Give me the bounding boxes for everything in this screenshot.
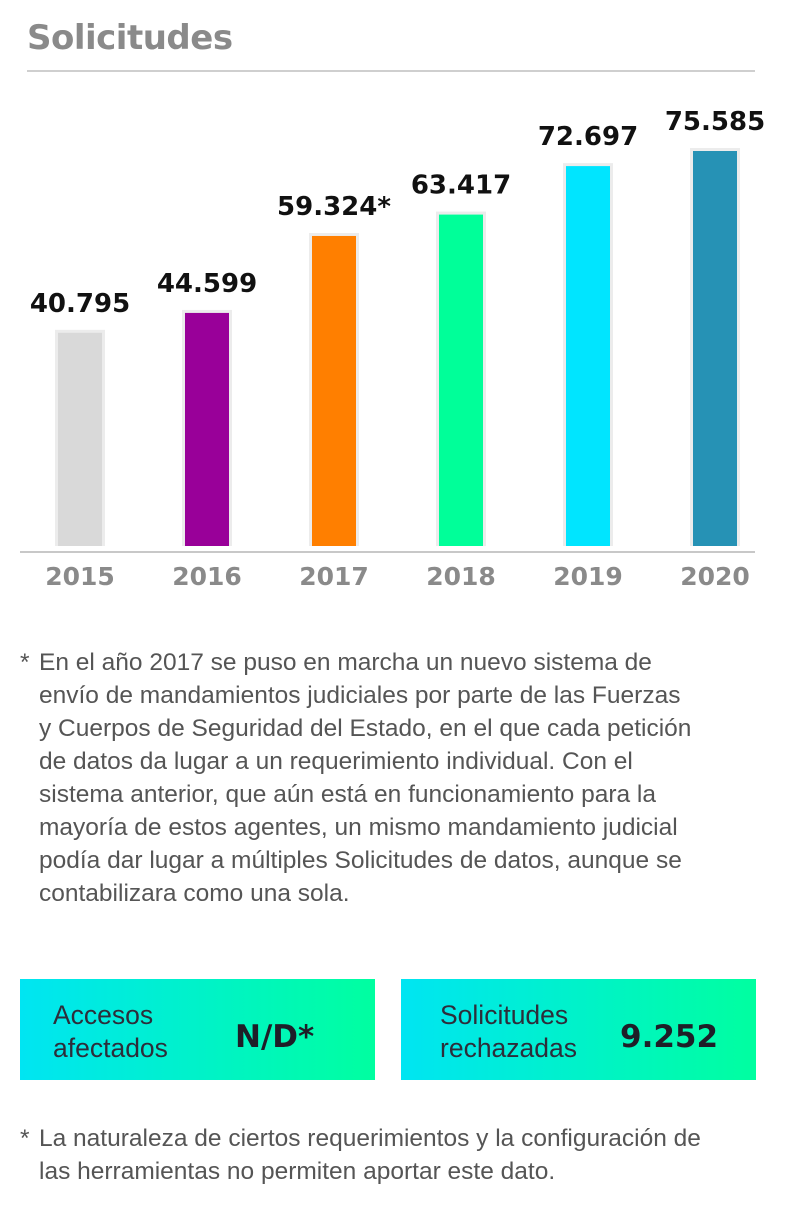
bar-2017 [312, 235, 356, 546]
tick-label-2019: 2019 [553, 562, 623, 591]
chart-title: Solicitudes [27, 18, 233, 58]
footnote-marker: * [20, 649, 30, 676]
tick-label-2020: 2020 [680, 562, 750, 591]
stat-value: N/D* [235, 1019, 315, 1055]
footnote-2017: * En el año 2017 se puso en marcha un nu… [20, 646, 760, 910]
footnote-line: En el año 2017 se puso en marcha un nuev… [39, 649, 652, 676]
stat-value: 9.252 [620, 1019, 719, 1055]
footnote-nd: * La naturaleza de ciertos requerimiento… [20, 1122, 760, 1188]
bar-2016 [185, 312, 229, 546]
data-label-2017: 59.324* [277, 192, 391, 222]
footnote-line: y Cuerpos de Seguridad del Estado, en el… [39, 715, 692, 742]
stat-card-solicitudes-rechazadas: Solicitudes rechazadas 9.252 [401, 979, 756, 1080]
stat-card-accesos-afectados: Accesos afectados N/D* [20, 979, 375, 1080]
bar-chart: 40.795 2015 44.599 2016 59.324* 2017 63.417 201… [20, 107, 765, 591]
title-divider [27, 70, 755, 72]
data-label-2015: 40.795 [30, 289, 130, 319]
footnote-line: La naturaleza de ciertos requerimientos … [39, 1125, 701, 1152]
footnote-line: envío de mandamientos judiciales por par… [39, 682, 681, 709]
footnote-marker: * [20, 1125, 30, 1152]
data-label-2016: 44.599 [157, 269, 257, 299]
stat-label-line: Solicitudes [440, 1000, 569, 1030]
stat-label: Accesos afectados [53, 999, 168, 1065]
tick-label-2016: 2016 [172, 562, 242, 591]
data-label-2018: 63.417 [411, 171, 511, 201]
stat-label-line: rechazadas [440, 1033, 578, 1063]
stat-label-line: Accesos [53, 1000, 154, 1030]
bar-2018 [439, 214, 483, 546]
stat-label: Solicitudes rechazadas [440, 999, 577, 1065]
tick-label-2015: 2015 [45, 562, 115, 591]
footnote-line: sistema anterior, que aún está en funcio… [39, 781, 656, 808]
footnote-line: mayoría de estos agentes, un mismo manda… [39, 814, 678, 841]
footnote-line: contabilizara como una sola. [39, 880, 350, 907]
stat-label-line: afectados [53, 1033, 168, 1063]
footnote-line: las herramientas no permiten aportar est… [39, 1158, 556, 1185]
footnote-line: podía dar lugar a múltiples Solicitudes … [39, 847, 682, 874]
footnote-line: de datos da lugar a un requerimiento ind… [39, 748, 633, 775]
bar-2019 [566, 166, 610, 546]
tick-label-2018: 2018 [426, 562, 496, 591]
bar-2020 [693, 151, 737, 546]
bar-2015 [58, 332, 102, 546]
data-label-2019: 72.697 [538, 122, 638, 152]
data-label-2020: 75.585 [665, 107, 765, 137]
tick-label-2017: 2017 [299, 562, 369, 591]
